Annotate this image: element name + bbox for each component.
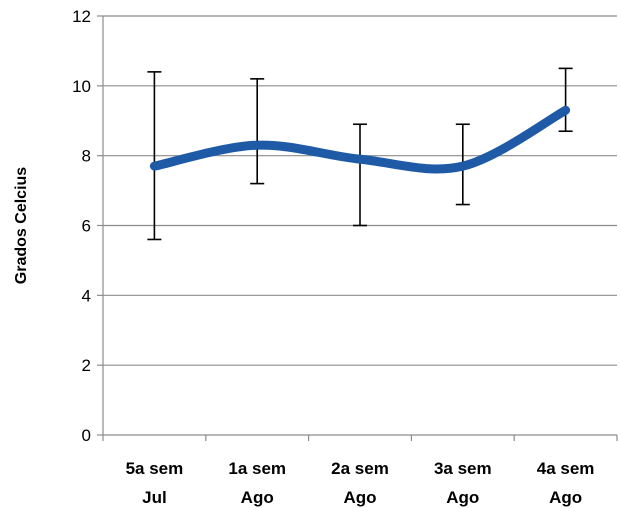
x-tick-label: Ago xyxy=(241,488,274,507)
y-tick-label: 0 xyxy=(82,426,91,445)
series xyxy=(149,105,571,174)
y-tick-label: 8 xyxy=(82,147,91,166)
axes xyxy=(97,15,618,441)
y-tick-label: 12 xyxy=(72,7,91,26)
x-tick-labels: 5a sem Jul 1a sem Ago 2a sem Ago 3a sem Ago 4a s… xyxy=(126,459,595,507)
x-tick-label: 3a sem xyxy=(434,459,492,478)
series-line xyxy=(149,105,571,174)
x-tick-label: 2a sem xyxy=(331,459,389,478)
error-bar xyxy=(147,71,162,241)
x-tick-label: Ago xyxy=(343,488,376,507)
x-tick-label: 4a sem xyxy=(537,459,595,478)
y-tick-label: 4 xyxy=(82,286,91,305)
error-bar xyxy=(250,78,265,185)
x-tick-label: 1a sem xyxy=(228,459,286,478)
x-tick-label: Ago xyxy=(446,488,479,507)
error-bar xyxy=(558,67,573,133)
y-tick-label: 2 xyxy=(82,356,91,375)
y-tick-label: 6 xyxy=(82,217,91,236)
x-tick-label: Ago xyxy=(549,488,582,507)
y-axis-title: Grados Celcius xyxy=(13,167,30,284)
x-tick-label: Jul xyxy=(142,488,167,507)
y-tick-labels: 0 2 4 6 8 10 12 xyxy=(72,7,91,445)
y-tick-label: 10 xyxy=(72,77,91,96)
x-tick-label: 5a sem xyxy=(126,459,184,478)
error-bar xyxy=(353,123,367,227)
